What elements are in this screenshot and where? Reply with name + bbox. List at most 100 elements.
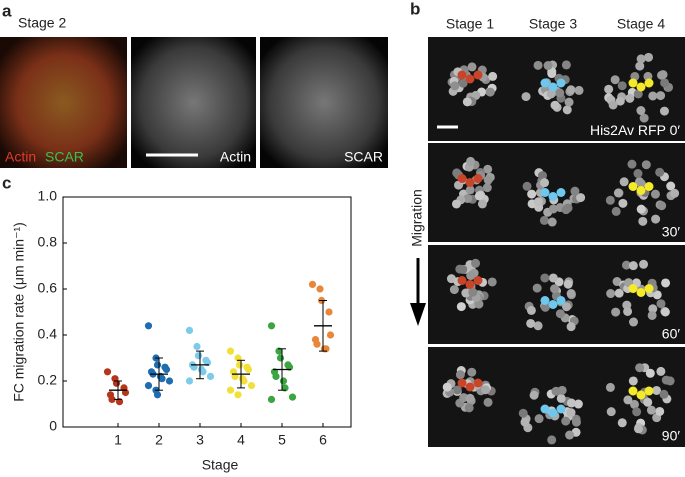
nucleus <box>487 277 497 287</box>
nucleus <box>639 259 649 269</box>
nucleus <box>611 307 621 317</box>
x-axis-label: Stage <box>202 457 239 473</box>
marked-nucleus <box>473 174 483 183</box>
nucleus <box>633 169 643 179</box>
nucleus <box>547 435 557 445</box>
nucleus <box>576 193 586 203</box>
data-point <box>244 365 253 374</box>
data-point <box>288 393 297 401</box>
nucleus <box>561 205 571 215</box>
marked-nucleus <box>636 82 646 92</box>
nucleus <box>610 75 620 85</box>
marked-nucleus <box>465 178 475 187</box>
x-tick-label: 5 <box>278 432 286 448</box>
data-point <box>185 377 194 385</box>
panel-label: c <box>2 173 11 192</box>
nucleus <box>605 382 615 392</box>
data-point <box>158 375 166 383</box>
time: 0′ <box>670 122 681 138</box>
nucleus <box>647 310 657 320</box>
nucleus <box>555 88 565 98</box>
nucleus <box>661 278 671 288</box>
marked-nucleus <box>465 74 475 84</box>
nucleus <box>540 178 550 188</box>
nucleus <box>643 397 653 407</box>
nucleus <box>623 395 633 405</box>
nucleus <box>646 405 656 415</box>
nucleus <box>467 367 477 377</box>
nucleus <box>574 85 584 95</box>
nucleus <box>619 177 629 187</box>
nucleus <box>550 100 560 110</box>
nucleus <box>526 318 536 328</box>
x-tick-label: 3 <box>196 432 204 448</box>
nucleus <box>657 201 667 211</box>
nucleus <box>617 81 627 91</box>
nucleus <box>522 181 532 191</box>
nucleus <box>463 194 473 204</box>
nucleus <box>488 71 498 81</box>
marked-nucleus <box>457 276 467 285</box>
nucleus <box>623 306 633 316</box>
plot-frame <box>62 196 352 428</box>
nucleus <box>467 62 477 72</box>
nucleus <box>533 60 543 70</box>
nucleus <box>670 188 680 198</box>
nucleus <box>659 106 669 116</box>
image-actin <box>131 37 256 168</box>
nucleus <box>615 96 625 106</box>
nucleus <box>660 307 670 317</box>
nucleus <box>562 105 572 115</box>
nucleus <box>543 61 553 71</box>
data-point <box>276 354 285 362</box>
x-tick-label: 2 <box>155 432 163 448</box>
nucleus <box>628 376 638 386</box>
nucleus <box>644 52 654 62</box>
marked-nucleus <box>556 188 566 197</box>
x-tick-label: 6 <box>319 432 327 448</box>
nucleus <box>534 414 544 424</box>
nucleus <box>566 322 576 332</box>
data-point <box>322 345 330 353</box>
data-point <box>325 308 333 316</box>
nucleus <box>452 385 462 395</box>
nucleus <box>461 288 471 298</box>
nucleus <box>639 113 649 123</box>
nucleus <box>526 305 536 315</box>
nucleus <box>636 54 646 64</box>
nucleus <box>606 289 616 299</box>
nucleus <box>605 195 615 205</box>
marked-nucleus <box>457 378 467 388</box>
nucleus <box>462 97 472 107</box>
nucleus <box>656 366 666 376</box>
marked-nucleus <box>628 284 638 293</box>
data-point <box>235 361 244 369</box>
data-point <box>267 395 276 403</box>
nucleus <box>570 186 580 196</box>
merge-label: Actin <box>5 149 36 165</box>
data-point <box>247 382 256 390</box>
data-point <box>326 331 335 339</box>
marked-nucleus <box>473 70 483 80</box>
nucleus <box>608 100 618 110</box>
nucleus <box>464 403 474 413</box>
data-point <box>206 372 215 380</box>
nucleus <box>661 375 671 385</box>
x-tick-label: 4 <box>237 432 245 448</box>
data-point <box>234 391 242 399</box>
nucleus <box>518 408 528 418</box>
nucleus <box>563 279 573 289</box>
nucleus <box>645 368 655 378</box>
data-point <box>308 280 317 288</box>
time-label: His2Av RFP 0′ <box>590 122 680 138</box>
merge-label: SCAR <box>45 149 84 165</box>
nucleus <box>614 288 624 298</box>
marked-nucleus <box>628 182 638 191</box>
data-point <box>279 377 288 385</box>
nucleus <box>527 189 537 199</box>
nucleus <box>532 283 542 293</box>
nucleus <box>562 302 572 312</box>
arrow-label: Migration <box>409 189 425 247</box>
nucleus <box>555 309 565 319</box>
